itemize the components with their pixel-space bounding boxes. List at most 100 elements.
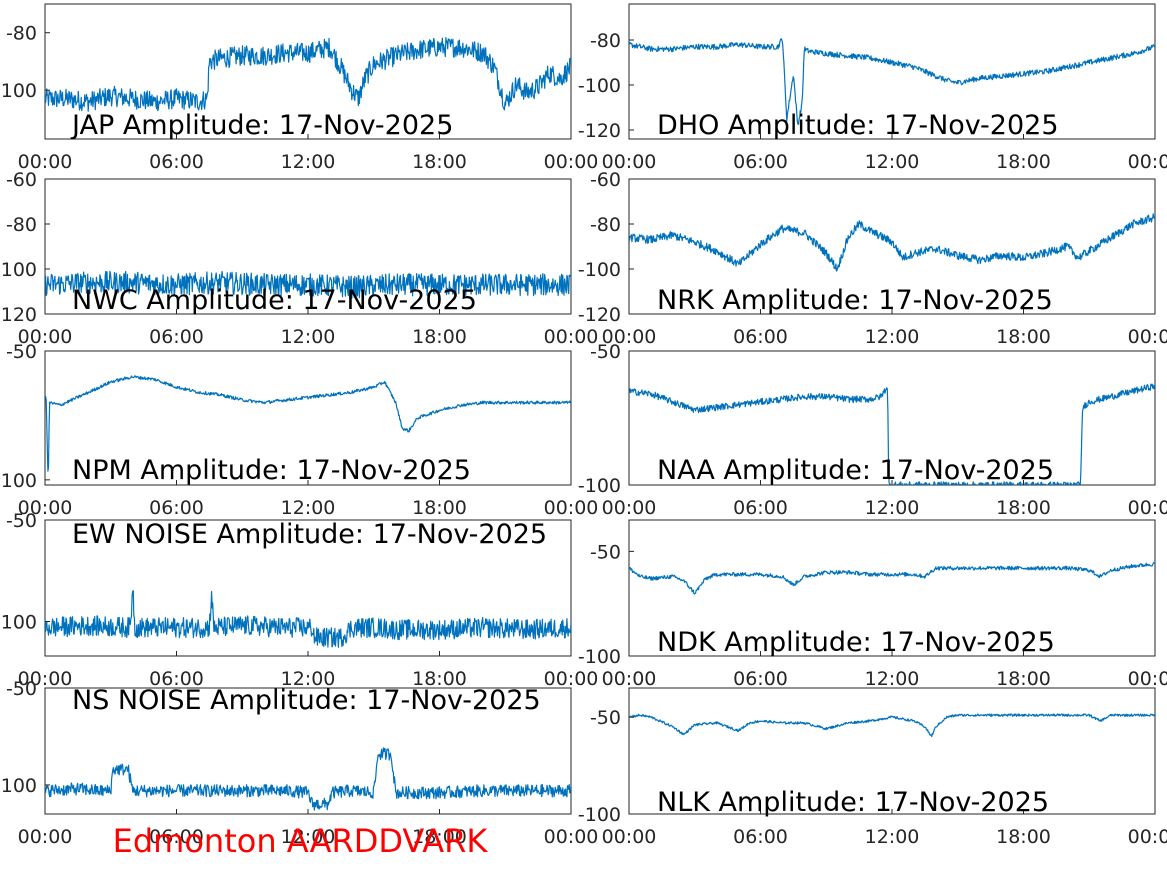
y-tick-label: -100	[578, 475, 621, 497]
y-tick-label: -80	[6, 23, 37, 45]
x-tick-label: 00:00	[1128, 668, 1167, 690]
y-tick-label: -100	[578, 259, 621, 281]
panel-title: NAA Amplitude: 17-Nov-2025	[657, 455, 1054, 486]
x-tick-label: 12:00	[865, 497, 920, 519]
axes-box	[628, 178, 1156, 315]
x-tick-label: 00:00	[18, 668, 73, 690]
panel-title: NRK Amplitude: 17-Nov-2025	[657, 285, 1053, 316]
x-tick-label: 06:00	[733, 497, 788, 519]
x-tick-label: 12:00	[865, 826, 920, 848]
x-tick-label: 00:00	[602, 151, 657, 173]
y-tick-label: -80	[590, 214, 621, 236]
x-tick-label: 18:00	[412, 826, 467, 848]
x-tick-label: 18:00	[996, 826, 1051, 848]
panel-title: NS NOISE Amplitude: 17-Nov-2025	[72, 685, 541, 716]
y-tick-label: -50	[6, 678, 37, 700]
x-tick-label: 00:00	[602, 826, 657, 848]
series-line	[629, 213, 1155, 272]
y-tick-label: -50	[590, 707, 621, 729]
y-tick-label: -100	[0, 470, 37, 492]
y-tick-label: -120	[578, 304, 621, 326]
x-tick-label: 12:00	[865, 326, 920, 348]
x-tick-label: 00:00	[544, 826, 599, 848]
x-tick-label: 18:00	[412, 151, 467, 173]
y-tick-label: -50	[6, 510, 37, 532]
x-tick-label: 00:00	[1128, 497, 1167, 519]
panel-title: NDK Amplitude: 17-Nov-2025	[657, 627, 1055, 658]
series-line	[45, 36, 571, 112]
series-line	[45, 270, 571, 299]
x-tick-label: 00:00	[18, 151, 73, 173]
y-tick-label: -50	[590, 341, 621, 363]
x-tick-label: 18:00	[996, 668, 1051, 690]
y-tick-label: -100	[578, 804, 621, 826]
x-tick-label: 06:00	[149, 151, 204, 173]
y-tick-label: -100	[0, 611, 37, 633]
panel-title: EW NOISE Amplitude: 17-Nov-2025	[72, 519, 547, 550]
series-line	[45, 375, 571, 472]
series-line	[45, 589, 571, 648]
x-tick-label: 00:00	[544, 668, 599, 690]
axes-box	[44, 350, 572, 486]
x-tick-label: 00:00	[18, 497, 73, 519]
x-tick-label: 18:00	[996, 151, 1051, 173]
x-tick-label: 18:00	[412, 668, 467, 690]
series-line	[629, 561, 1155, 595]
x-tick-label: 06:00	[733, 326, 788, 348]
axes-box	[628, 3, 1156, 140]
x-tick-label: 00:00	[18, 826, 73, 848]
y-tick-label: -100	[0, 80, 37, 102]
series-line	[45, 747, 571, 811]
x-tick-label: 00:00	[602, 326, 657, 348]
x-tick-label: 12:00	[281, 668, 336, 690]
x-tick-label: 00:00	[544, 497, 599, 519]
y-tick-label: -100	[578, 646, 621, 668]
x-tick-label: 00:00	[18, 326, 73, 348]
x-tick-label: 06:00	[733, 668, 788, 690]
x-tick-label: 12:00	[281, 151, 336, 173]
panel-title: JAP Amplitude: 17-Nov-2025	[70, 110, 453, 141]
y-tick-label: -100	[578, 75, 621, 97]
y-tick-label: -100	[0, 259, 37, 281]
x-tick-label: 18:00	[412, 326, 467, 348]
x-tick-label: 00:00	[544, 151, 599, 173]
axes-box	[628, 687, 1156, 815]
x-tick-label: 06:00	[149, 497, 204, 519]
x-tick-label: 18:00	[996, 326, 1051, 348]
x-tick-label: 00:00	[544, 326, 599, 348]
series-line	[629, 38, 1155, 126]
series-line	[629, 383, 1155, 485]
x-tick-label: 00:00	[1128, 326, 1167, 348]
x-tick-label: 18:00	[412, 497, 467, 519]
x-tick-label: 12:00	[281, 497, 336, 519]
y-tick-label: -60	[6, 169, 37, 191]
y-tick-label: -120	[578, 120, 621, 142]
x-tick-label: 06:00	[149, 668, 204, 690]
y-tick-label: -80	[590, 30, 621, 52]
panel-ew-noise: -50 -100 00:00 06:00 12:00 18:00 00:00 EW NOISE…	[0, 510, 598, 690]
x-tick-label: 06:00	[149, 326, 204, 348]
x-tick-label: 12:00	[865, 151, 920, 173]
y-tick-label: -100	[0, 775, 37, 797]
x-tick-label: 18:00	[996, 497, 1051, 519]
series-line	[629, 713, 1155, 738]
x-tick-label: 00:00	[602, 668, 657, 690]
panel-jap: -80 -100 00:00 06:00 12:00 18:00 00:00 JAP Ampl…	[0, 3, 599, 173]
panel-title: NWC Amplitude: 17-Nov-2025	[72, 285, 477, 316]
panel-title: DHO Amplitude: 17-Nov-2025	[657, 110, 1059, 141]
panel-ns-noise: -50 -100 00:00 06:00 12:00 18:00 00:00 NS NOISE…	[0, 678, 598, 848]
axes-box	[44, 519, 572, 657]
y-tick-label: -50	[590, 541, 621, 563]
y-tick-label: -60	[590, 169, 621, 191]
y-tick-label: -120	[0, 304, 37, 326]
footer-title: Edmonton AARDDVARK	[113, 822, 489, 860]
panel-nrk: -60-80-100-12000:0006:0012:0018:0000:00N…	[578, 169, 1167, 348]
axes-box	[44, 3, 572, 140]
panel-nwc: -60-80-100-12000:0006:0012:0018:0000:00N…	[0, 169, 598, 348]
x-tick-label: 00:00	[1128, 826, 1167, 848]
x-tick-label: 00:00	[1128, 151, 1167, 173]
